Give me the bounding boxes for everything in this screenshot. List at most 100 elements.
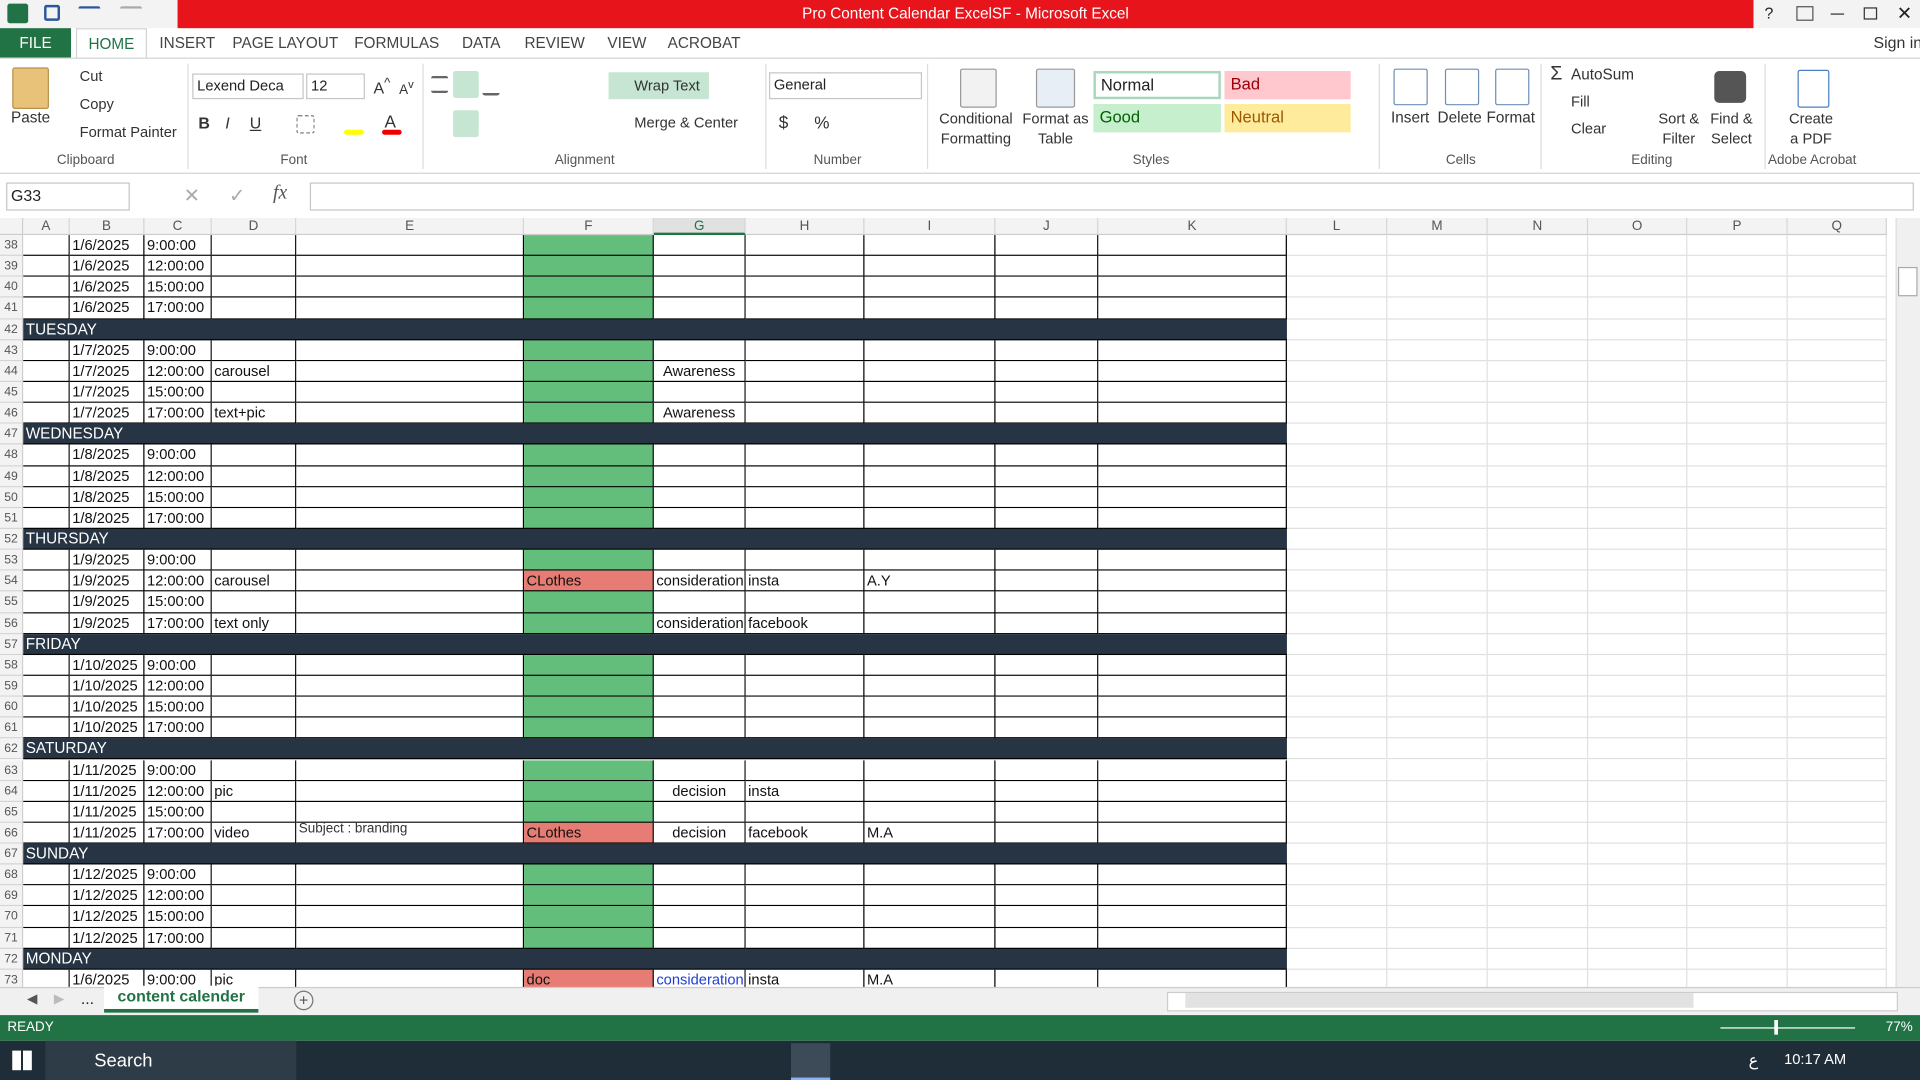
cell[interactable]: 1/8/2025 (69, 444, 145, 466)
cell[interactable] (1286, 256, 1388, 278)
cell[interactable]: 15:00:00 (144, 696, 212, 718)
cell[interactable] (1286, 319, 1388, 341)
cell[interactable] (296, 402, 525, 424)
cell[interactable] (1787, 801, 1887, 823)
row-header[interactable]: 42 (0, 319, 24, 341)
cell[interactable] (1387, 298, 1488, 320)
cell[interactable] (1487, 402, 1589, 424)
row-header[interactable]: 65 (0, 801, 24, 823)
cell[interactable] (1098, 465, 1287, 487)
cell[interactable] (524, 486, 654, 508)
cell[interactable] (864, 361, 996, 382)
cell[interactable] (1787, 382, 1887, 403)
row-header[interactable]: 67 (0, 843, 24, 865)
cell[interactable]: 1/8/2025 (69, 507, 145, 529)
cell[interactable] (296, 486, 525, 508)
cell[interactable] (524, 235, 654, 257)
cell[interactable] (1588, 969, 1688, 987)
cell[interactable] (524, 759, 654, 781)
cell[interactable] (745, 801, 865, 823)
cell[interactable] (1588, 423, 1688, 445)
cell[interactable]: carousel (211, 361, 297, 382)
cell[interactable] (1487, 927, 1589, 949)
cell[interactable] (524, 906, 654, 928)
cell[interactable] (1098, 591, 1287, 613)
insert-button[interactable]: Insert (1391, 108, 1430, 127)
cell[interactable] (1787, 696, 1887, 718)
cell[interactable] (1098, 402, 1287, 424)
cell[interactable] (23, 780, 70, 802)
cell[interactable] (1588, 235, 1688, 257)
column-header[interactable]: I (864, 217, 996, 236)
cell[interactable] (1487, 717, 1589, 739)
cell[interactable] (1098, 507, 1287, 529)
cell[interactable] (1687, 402, 1788, 424)
sort-filter-button[interactable]: Sort & Filter (1658, 110, 1700, 147)
cell[interactable] (23, 235, 70, 257)
cancel-button[interactable]: ✕ (183, 186, 201, 207)
cell[interactable] (524, 780, 654, 802)
cell[interactable]: 1/7/2025 (69, 402, 145, 424)
find-select-button[interactable]: Find & Select (1710, 110, 1753, 147)
font-color-button[interactable]: A (384, 111, 396, 132)
cell[interactable] (653, 549, 746, 571)
cell[interactable] (1788, 969, 1887, 987)
cell[interactable] (23, 822, 70, 844)
format-painter-button[interactable]: Format Painter (79, 123, 177, 141)
cell[interactable] (995, 591, 1099, 613)
cell[interactable] (1098, 759, 1287, 781)
cell[interactable] (653, 591, 746, 613)
column-header[interactable]: L (1286, 217, 1388, 236)
column-header[interactable]: H (745, 217, 865, 236)
cell[interactable] (1787, 486, 1887, 508)
excel-icon[interactable] (7, 3, 29, 24)
cell[interactable] (1098, 570, 1287, 592)
row-header[interactable]: 73 (0, 969, 24, 987)
cell[interactable] (1487, 738, 1589, 760)
cell[interactable] (1687, 361, 1788, 382)
cell[interactable] (1387, 927, 1488, 949)
cell[interactable] (745, 549, 865, 571)
insert-icon[interactable] (1393, 68, 1428, 106)
cell[interactable]: 1/11/2025 (69, 822, 145, 844)
delete-button[interactable]: Delete (1437, 108, 1482, 127)
cell[interactable] (23, 382, 70, 403)
cell[interactable] (296, 235, 525, 257)
cell[interactable] (524, 864, 654, 886)
clock[interactable]: 10:17 AM (1784, 1050, 1847, 1068)
cell[interactable] (1687, 549, 1788, 571)
cell[interactable] (296, 298, 525, 320)
formula-input[interactable] (309, 182, 1914, 211)
cell[interactable] (1487, 948, 1589, 970)
cell[interactable] (1387, 570, 1488, 592)
cell[interactable] (1098, 801, 1287, 823)
cell[interactable] (1787, 256, 1887, 278)
cell[interactable] (1787, 528, 1887, 550)
cell[interactable] (1387, 277, 1488, 299)
cell[interactable]: decision (653, 780, 746, 802)
day-header-row[interactable]: WEDNESDAY (23, 423, 1287, 445)
cell[interactable] (1387, 465, 1488, 487)
shrink-font[interactable]: Av (399, 78, 414, 98)
cell[interactable] (1387, 528, 1488, 550)
cell[interactable] (1687, 864, 1788, 886)
cell[interactable] (296, 759, 525, 781)
row-header[interactable]: 44 (0, 361, 24, 382)
scroll-thumb[interactable] (1897, 266, 1918, 297)
cell[interactable] (1098, 612, 1287, 634)
cell[interactable] (864, 444, 996, 466)
cell[interactable] (995, 298, 1099, 320)
cell[interactable] (1588, 885, 1688, 907)
zoom-level[interactable]: 77% (1885, 1020, 1913, 1035)
cell[interactable] (864, 549, 996, 571)
row-header[interactable]: 50 (0, 486, 24, 508)
cell[interactable] (864, 717, 996, 739)
ribbon-tab[interactable]: REVIEW (524, 34, 585, 52)
fill-color-button[interactable] (344, 129, 364, 135)
column-header[interactable]: C (144, 217, 212, 236)
cell[interactable]: consideration (653, 969, 746, 987)
row-header[interactable]: 52 (0, 528, 24, 550)
paste-icon[interactable] (12, 67, 49, 109)
cell[interactable] (524, 507, 654, 529)
cell[interactable] (745, 591, 865, 613)
